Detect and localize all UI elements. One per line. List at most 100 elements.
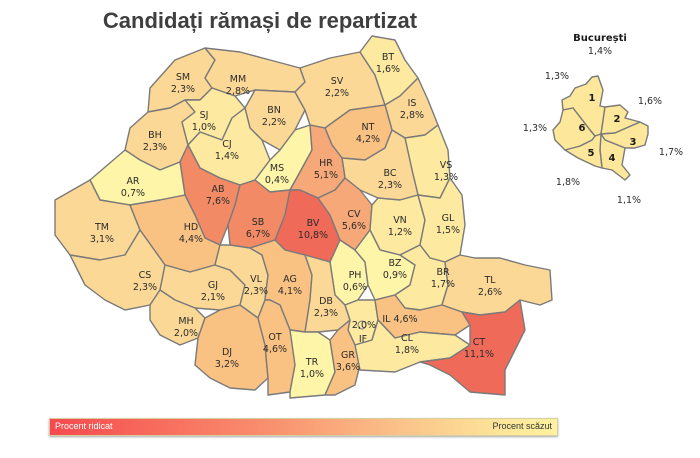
svg-text:VS1,3%: VS 1,3% — [434, 160, 458, 183]
sector-4-number: 4 — [609, 153, 616, 164]
label-value-IF-top: 2,0% — [352, 320, 376, 331]
svg-text:PH0,6%: PH 0,6% — [343, 270, 367, 293]
svg-text:SV2,2%: SV 2,2% — [325, 76, 349, 99]
label-code-BN: BN — [267, 105, 281, 116]
svg-text:NT4,2%: NT 4,2% — [356, 122, 380, 145]
label-code-MH: MH — [178, 316, 193, 327]
label-code-VS: VS — [440, 160, 453, 171]
svg-text:BZ0,9%: BZ 0,9% — [383, 258, 407, 281]
sector-4-value: 1,1% — [617, 195, 641, 206]
label-value-GJ: 2,1% — [201, 292, 225, 303]
label-code-CL: CL — [401, 333, 414, 344]
svg-text:MM2,8%: MM 2,8% — [226, 74, 250, 97]
label-code-OT: OT — [268, 332, 281, 343]
bucuresti-inset: București 1,4% 1 2 3 4 5 6 1,3% 1,6% 1,7… — [523, 33, 683, 206]
label-value-NT: 4,2% — [356, 134, 380, 145]
county-B-dot — [357, 320, 367, 330]
label-code-BR: BR — [436, 267, 450, 278]
label-value-HR: 5,1% — [314, 170, 338, 181]
svg-text:BT1,6%: BT 1,6% — [376, 52, 400, 75]
label-value-VS: 1,3% — [434, 172, 458, 183]
county-MM[interactable] — [204, 47, 306, 97]
label-value-BR: 1,7% — [431, 279, 455, 290]
sector-5-number: 5 — [588, 148, 595, 159]
label-value-PH: 0,6% — [343, 282, 367, 293]
label-code-HD: HD — [184, 222, 198, 233]
svg-text:HD4,4%: HD 4,4% — [179, 222, 203, 245]
county-CT[interactable] — [419, 299, 526, 396]
label-value-TR: 1,0% — [300, 369, 324, 380]
sector-2-value: 1,6% — [638, 96, 662, 107]
label-value-MH: 2,0% — [174, 328, 198, 339]
svg-text:OT4,6%: OT 4,6% — [263, 332, 287, 355]
label-code-AB: AB — [211, 184, 224, 195]
label-code-VL: VL — [250, 274, 262, 285]
svg-text:TL2,6%: TL 2,6% — [478, 275, 502, 298]
label-code-TR: TR — [305, 357, 319, 368]
svg-text:CS2,3%: CS 2,3% — [133, 270, 157, 293]
county-TL[interactable] — [441, 254, 553, 316]
label-value-GL: 1,5% — [436, 225, 460, 236]
sector-1-number: 1 — [589, 93, 596, 104]
label-code-VN: VN — [393, 215, 407, 226]
label-code-BT: BT — [382, 52, 395, 63]
sector-6-shape[interactable] — [552, 107, 596, 151]
county-shapes — [54, 35, 553, 399]
label-code-BC: BC — [384, 168, 397, 179]
label-code-GJ: GJ — [208, 280, 218, 291]
label-value-MS: 0,4% — [265, 175, 289, 186]
svg-text:DJ3,2%: DJ 3,2% — [215, 347, 239, 370]
label-value-HD: 4,4% — [179, 234, 203, 245]
label-code-MM: MM — [230, 74, 246, 85]
label-value-AB: 7,6% — [206, 196, 230, 207]
svg-text:CJ1,4%: CJ 1,4% — [215, 139, 239, 162]
color-scale-legend: Procent ridicat Procent scăzut — [49, 418, 558, 436]
sector-5-value: 1,8% — [556, 177, 580, 188]
svg-text:AR0,7%: AR 0,7% — [121, 176, 145, 199]
legend-high-label: Procent ridicat — [55, 421, 113, 431]
label-value-DJ: 3,2% — [215, 359, 239, 370]
label-value-IS: 2,8% — [400, 110, 424, 121]
label-code-AG: AG — [283, 274, 297, 285]
county-labels: SM 2,3% MM 2,8% BT 1,6% SV 2,2% IS 2,8% SJ 1,0… — [90, 52, 502, 380]
label-value-TL: 2,6% — [478, 287, 502, 298]
label-value-SB: 6,7% — [246, 229, 270, 240]
sector-6-number: 6 — [579, 123, 586, 134]
label-value-GR: 3,6% — [336, 362, 360, 373]
label-code-BV: BV — [307, 218, 320, 229]
label-code-PH: PH — [349, 270, 362, 281]
label-value-CS: 2,3% — [133, 282, 157, 293]
label-code-GR: GR — [341, 350, 355, 361]
label-code-CJ: CJ — [222, 139, 231, 150]
label-value-CV: 5,6% — [342, 221, 366, 232]
svg-text:MS0,4%: MS 0,4% — [265, 163, 289, 186]
label-code-BZ: BZ — [388, 258, 402, 269]
svg-text:MH2,0%: MH 2,0% — [174, 316, 198, 339]
svg-text:IL4,6%: IL 4,6% — [382, 314, 417, 325]
svg-text:BN2,2%: BN 2,2% — [262, 105, 286, 128]
svg-text:SB6,7%: SB 6,7% — [246, 217, 270, 240]
label-code-SM: SM — [176, 72, 190, 83]
svg-text:AB7,6%: AB 7,6% — [206, 184, 230, 207]
label-value-AR: 0,7% — [121, 188, 145, 199]
label-value-BV: 10,8% — [298, 230, 328, 241]
label-value-SM: 2,3% — [171, 84, 195, 95]
label-value-BZ: 0,9% — [383, 270, 407, 281]
label-value-OT: 4,6% — [263, 344, 287, 355]
label-value-BT: 1,6% — [376, 64, 400, 75]
label-code-IS: IS — [408, 98, 417, 109]
svg-text:BH2,3%: BH 2,3% — [143, 130, 167, 153]
sector-6-value: 1,3% — [523, 123, 547, 134]
svg-text:CV5,6%: CV 5,6% — [342, 209, 366, 232]
label-code-SV: SV — [331, 76, 344, 87]
label-value-VL: 2,3% — [244, 286, 268, 297]
label-code-AR: AR — [126, 176, 139, 187]
label-value-CT: 11,1% — [464, 349, 494, 360]
bucuresti-total: 1,4% — [588, 46, 612, 57]
label-value-SV: 2,2% — [325, 88, 349, 99]
label-code-DJ: DJ — [222, 347, 232, 358]
sector-3-value: 1,7% — [659, 147, 683, 158]
label-code-IF: IF — [359, 334, 367, 345]
